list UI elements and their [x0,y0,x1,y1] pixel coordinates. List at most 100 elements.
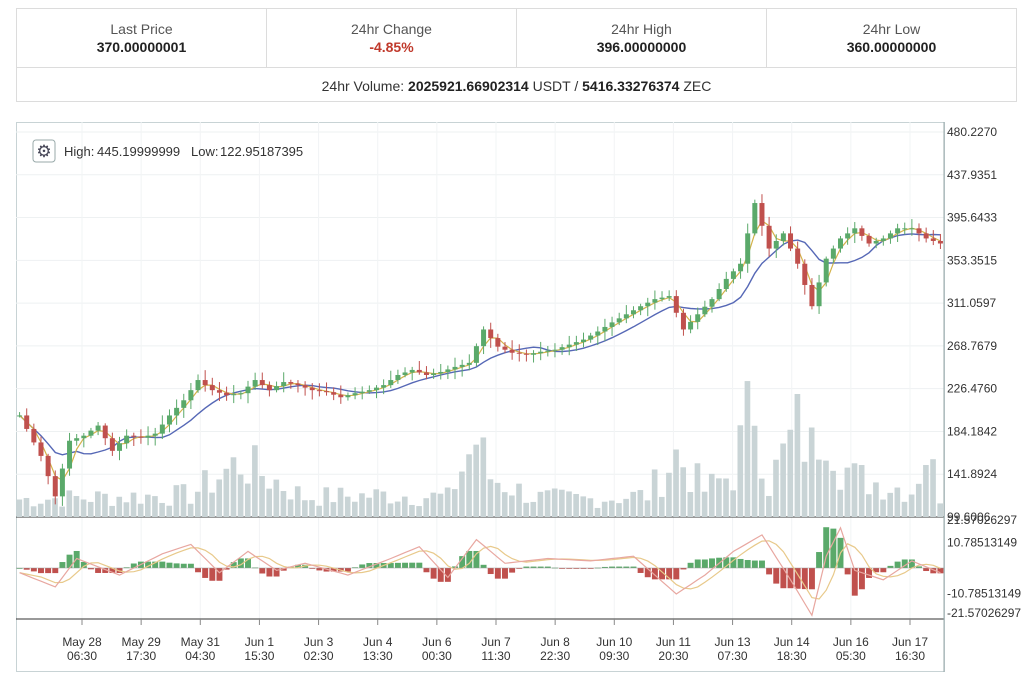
volume-bar [915,483,922,517]
candle-body [531,353,537,355]
candle-body [373,387,379,391]
candle-body [302,385,308,388]
candle-body [274,386,280,391]
volume-bar [451,489,458,517]
macd-histogram-bar [416,562,423,568]
x-axis-time-label: 02:30 [304,649,334,663]
candle-body [887,233,893,239]
macd-histogram-bar [366,563,373,568]
candle-body [31,428,37,443]
volume-bar [473,444,479,517]
candle-body [845,233,851,239]
macd-histogram-bar [473,550,480,568]
legend-low-value: 122.95187395 [220,144,303,159]
x-axis-date-label: Jun 16 [833,635,869,649]
candle-body [395,374,401,381]
macd-histogram-bar [45,568,52,574]
candle-body [573,342,579,345]
candle-body [738,263,744,272]
volume-bar [102,493,108,517]
macd-histogram-bar [494,568,501,579]
volume-bar [337,487,344,517]
macd-histogram-bar [923,568,930,572]
chart-frame [16,122,945,672]
price-axis-tick-label: 395.6433 [947,211,997,225]
x-axis-time-label: 00:30 [422,649,452,663]
macd-histogram-bar [623,566,630,568]
macd-histogram-bar [873,568,880,573]
candle-body [752,203,758,234]
macd-histogram-bar [487,568,494,575]
legend-high-label: High: [64,144,94,159]
candle-body [773,240,779,249]
macd-histogram-bar [516,568,523,569]
macd-histogram-bar [145,561,152,568]
macd-histogram-bar [544,566,551,568]
macd-histogram-bar [245,558,251,568]
last-price-value: 370.00000001 [96,39,187,55]
volume-bar [837,489,844,517]
candle-body [188,390,194,401]
x-axis-time-label: 05:30 [836,649,866,663]
candle-body [238,393,244,395]
candle-body [916,228,922,234]
macd-axis-tick-label: -10.78513149 [947,587,1021,601]
volume-bar [651,469,658,517]
volume-bar [559,489,565,517]
macd-histogram-bar [887,565,894,568]
macd-histogram-bar [80,561,87,568]
macd-histogram-bar [38,568,44,574]
candle-body [709,299,715,307]
macd-histogram-bar [209,568,216,581]
chart-container[interactable]: 480.2270 437.9351 395.6433 353.3515 311.0597… [16,122,1024,672]
macd-histogram-bar [787,568,794,589]
macd-histogram-bar [616,566,623,568]
volume-bar [794,394,801,517]
macd-histogram-bar [344,568,351,572]
candle-body [202,380,208,386]
low-cell: 24hr Low 360.00000000 [767,9,1016,67]
candle-body [438,371,444,374]
settings-button[interactable]: ⚙ [32,139,56,163]
volume-bar [30,506,37,517]
candle-body [74,438,80,441]
candle-body [209,385,215,391]
candle-body [759,203,765,226]
candle-body [766,225,772,249]
volume-bar [844,467,851,517]
candle-body [523,353,529,355]
volume-bar [87,501,94,517]
candle-body [166,415,172,425]
macd-histogram-bar [630,566,637,568]
volume-bar [894,487,901,517]
macd-histogram-bar [858,568,865,590]
price-chart[interactable]: 480.2270 437.9351 395.6433 353.3515 311.0597… [16,122,1024,672]
macd-histogram-bar [601,566,608,568]
macd-histogram-bar [759,560,765,568]
candle-body [602,326,608,332]
macd-histogram-bar [216,568,223,581]
macd-histogram-bar [316,568,323,571]
candle-body [24,415,30,429]
volume-bar [908,494,915,517]
macd-histogram-bar [880,568,887,573]
macd-histogram-bar [295,564,301,568]
candle-body [45,455,51,477]
candle-body [895,228,901,234]
volume-bar [244,483,251,517]
change-value: -4.85% [369,39,414,55]
candle-body [331,392,337,395]
candle-body [102,425,108,439]
macd-histogram-bar [894,561,901,568]
x-axis-time-label: 15:30 [244,649,274,663]
volume-bar [637,490,644,517]
volume-bar [109,505,115,517]
x-axis-time-label: 09:30 [599,649,629,663]
volume-bar [466,454,472,517]
candle-body [609,322,615,327]
macd-histogram-bar [937,568,944,574]
volume-bar [459,471,465,517]
candle-body [702,306,708,315]
x-axis-date-label: May 31 [181,635,221,649]
volume-bar [594,507,601,517]
